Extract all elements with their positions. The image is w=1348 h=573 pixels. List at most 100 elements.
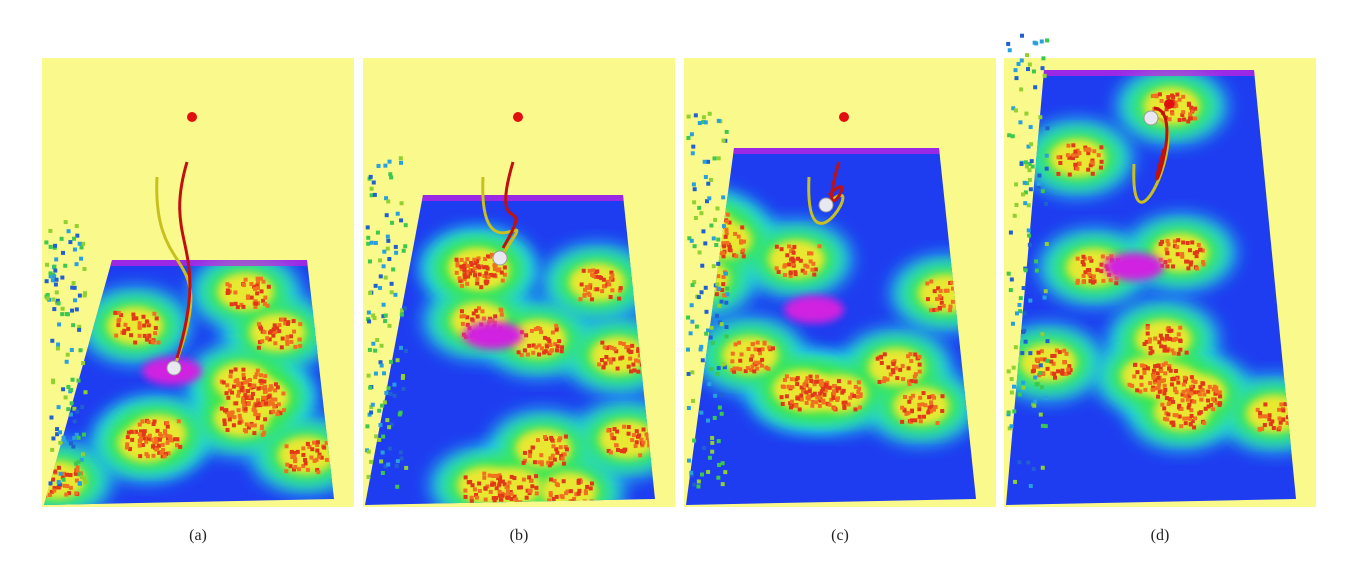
point-voxel [394, 250, 399, 255]
obstacle-voxel [253, 304, 258, 309]
obstacle-voxel [1165, 264, 1170, 269]
obstacle-voxel [1202, 420, 1207, 425]
obstacle-voxel [147, 433, 152, 438]
obstacle-voxel [1179, 424, 1184, 429]
point-voxel [1044, 166, 1049, 171]
point-voxel [81, 361, 86, 366]
point-voxel [397, 412, 402, 417]
point-voxel [399, 308, 404, 313]
obstacle-voxel [591, 273, 596, 278]
obstacle-voxel [842, 404, 847, 409]
obstacle-voxel [324, 457, 329, 462]
obstacle-voxel [263, 374, 268, 379]
obstacle-voxel [1193, 116, 1198, 121]
obstacle-voxel [608, 450, 613, 455]
obstacle-voxel [1154, 94, 1159, 99]
obstacle-voxel [534, 345, 539, 350]
point-voxel [713, 217, 718, 222]
obstacle-voxel [888, 372, 893, 377]
obstacle-voxel [1087, 272, 1092, 277]
obstacle-voxel [606, 448, 611, 453]
obstacle-voxel [305, 467, 310, 472]
obstacle-voxel [1083, 270, 1088, 275]
obstacle-voxel [228, 374, 233, 379]
point-voxel [714, 243, 719, 248]
point-voxel [1021, 192, 1026, 197]
obstacle-voxel [52, 488, 57, 493]
point-voxel [74, 262, 79, 267]
obstacle-voxel [804, 390, 809, 395]
obstacle-voxel [599, 358, 604, 363]
point-voxel [368, 385, 373, 390]
obstacle-voxel [301, 464, 306, 469]
obstacle-voxel [1180, 398, 1185, 403]
obstacle-voxel [465, 281, 470, 286]
point-voxel [377, 408, 382, 413]
obstacle-voxel [591, 268, 596, 273]
obstacle-voxel [319, 455, 324, 460]
point-voxel [52, 307, 57, 312]
obstacle-voxel [1077, 151, 1082, 156]
obstacle-voxel [317, 452, 322, 457]
point-voxel [1027, 161, 1032, 166]
obstacle-voxel [846, 402, 851, 407]
point-voxel [1013, 68, 1018, 73]
obstacle-voxel [564, 491, 569, 496]
obstacle-voxel [555, 344, 560, 349]
point-voxel [1006, 271, 1011, 276]
point-voxel [1042, 295, 1047, 300]
obstacle-voxel [459, 267, 464, 272]
point-voxel [1012, 409, 1017, 414]
obstacle-voxel [906, 366, 911, 371]
point-voxel [48, 274, 53, 279]
obstacle-voxel [539, 462, 544, 467]
obstacle-voxel [237, 420, 242, 425]
point-voxel [390, 220, 395, 225]
obstacle-voxel [1212, 384, 1217, 389]
obstacle-voxel [1186, 266, 1191, 271]
obstacle-voxel [235, 305, 240, 310]
obstacle-voxel [1158, 333, 1163, 338]
point-voxel [76, 435, 81, 440]
obstacle-voxel [848, 395, 853, 400]
point-voxel [58, 440, 63, 445]
obstacle-voxel [493, 496, 498, 501]
obstacle-voxel [1157, 92, 1162, 97]
obstacle-voxel [891, 370, 896, 375]
point-voxel [380, 470, 385, 475]
obstacle-voxel [853, 407, 858, 412]
obstacle-voxel [1189, 391, 1194, 396]
obstacle-voxel [233, 367, 238, 372]
obstacle-voxel [131, 312, 136, 317]
obstacle-voxel [476, 306, 481, 311]
obstacle-voxel [1183, 421, 1188, 426]
obstacle-voxel [606, 357, 611, 362]
obstacle-voxel [740, 225, 745, 230]
point-voxel [1038, 412, 1043, 417]
obstacle-voxel [1071, 143, 1076, 148]
obstacle-voxel [1193, 106, 1198, 111]
obstacle-voxel [1180, 392, 1185, 397]
obstacle-voxel [825, 380, 830, 385]
point-voxel [716, 439, 721, 444]
obstacle-voxel [626, 364, 631, 369]
obstacle-voxel [257, 340, 262, 345]
obstacle-voxel [476, 256, 481, 261]
point-voxel [53, 268, 58, 273]
obstacle-voxel [500, 493, 505, 498]
obstacle-voxel [797, 407, 802, 412]
point-voxel [1008, 288, 1013, 293]
obstacle-voxel [798, 258, 803, 263]
obstacle-voxel [941, 303, 946, 308]
goal [513, 112, 523, 122]
obstacle-voxel [246, 394, 251, 399]
point-voxel [713, 393, 718, 398]
obstacle-voxel [633, 444, 638, 449]
point-voxel [1007, 133, 1012, 138]
point-voxel [1020, 351, 1025, 356]
obstacle-voxel [559, 454, 564, 459]
obstacle-voxel [1187, 248, 1192, 253]
obstacle-voxel [273, 397, 278, 402]
obstacle-voxel [1185, 259, 1190, 264]
point-voxel [1043, 395, 1048, 400]
